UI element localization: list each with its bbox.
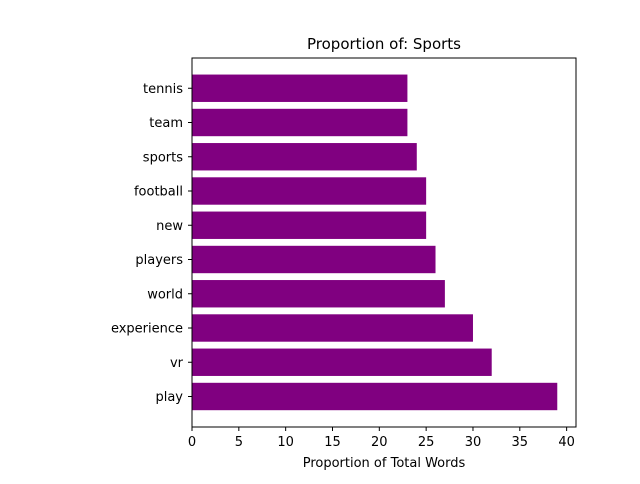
bar-new: [192, 211, 427, 239]
x-ticks-group: 0 5 10 15 20 25 30 35 40: [188, 427, 575, 450]
bar-sports: [192, 143, 417, 171]
y-tick-label: world: [147, 287, 183, 302]
bar-vr: [192, 348, 492, 376]
x-tick-label: 40: [558, 435, 575, 450]
bar-play: [192, 382, 558, 411]
y-tick-label: players: [135, 253, 183, 268]
bar-experience: [192, 314, 473, 342]
y-tick-label: sports: [143, 150, 183, 165]
bar-tennis: [192, 74, 408, 102]
chart-title: Proportion of: Sports: [307, 35, 461, 53]
y-tick-label: football: [134, 185, 183, 200]
y-tick-label: team: [149, 116, 183, 131]
plot-frame: [191, 57, 577, 428]
x-tick-label: 30: [465, 435, 482, 450]
x-tick-label: 20: [371, 435, 388, 450]
x-tick-label: 0: [188, 435, 196, 450]
y-tick-label: experience: [111, 322, 183, 337]
bar-football: [192, 177, 427, 205]
bars-group: [192, 74, 558, 411]
x-tick-label: 5: [235, 435, 243, 450]
y-tick-label: play: [155, 390, 183, 405]
x-tick-label: 10: [277, 435, 294, 450]
x-tick-label: 35: [512, 435, 529, 450]
bar-players: [192, 245, 436, 274]
bar-team: [192, 108, 408, 137]
x-axis-label: Proportion of Total Words: [303, 456, 466, 471]
y-tick-label: new: [156, 219, 183, 234]
x-tick-label: 15: [324, 435, 341, 450]
y-ticks-group: play vr experience world players new football s…: [111, 82, 192, 405]
y-tick-label: vr: [170, 356, 184, 371]
x-tick-label: 25: [418, 435, 435, 450]
bar-world: [192, 280, 445, 308]
y-tick-label: tennis: [143, 82, 183, 97]
